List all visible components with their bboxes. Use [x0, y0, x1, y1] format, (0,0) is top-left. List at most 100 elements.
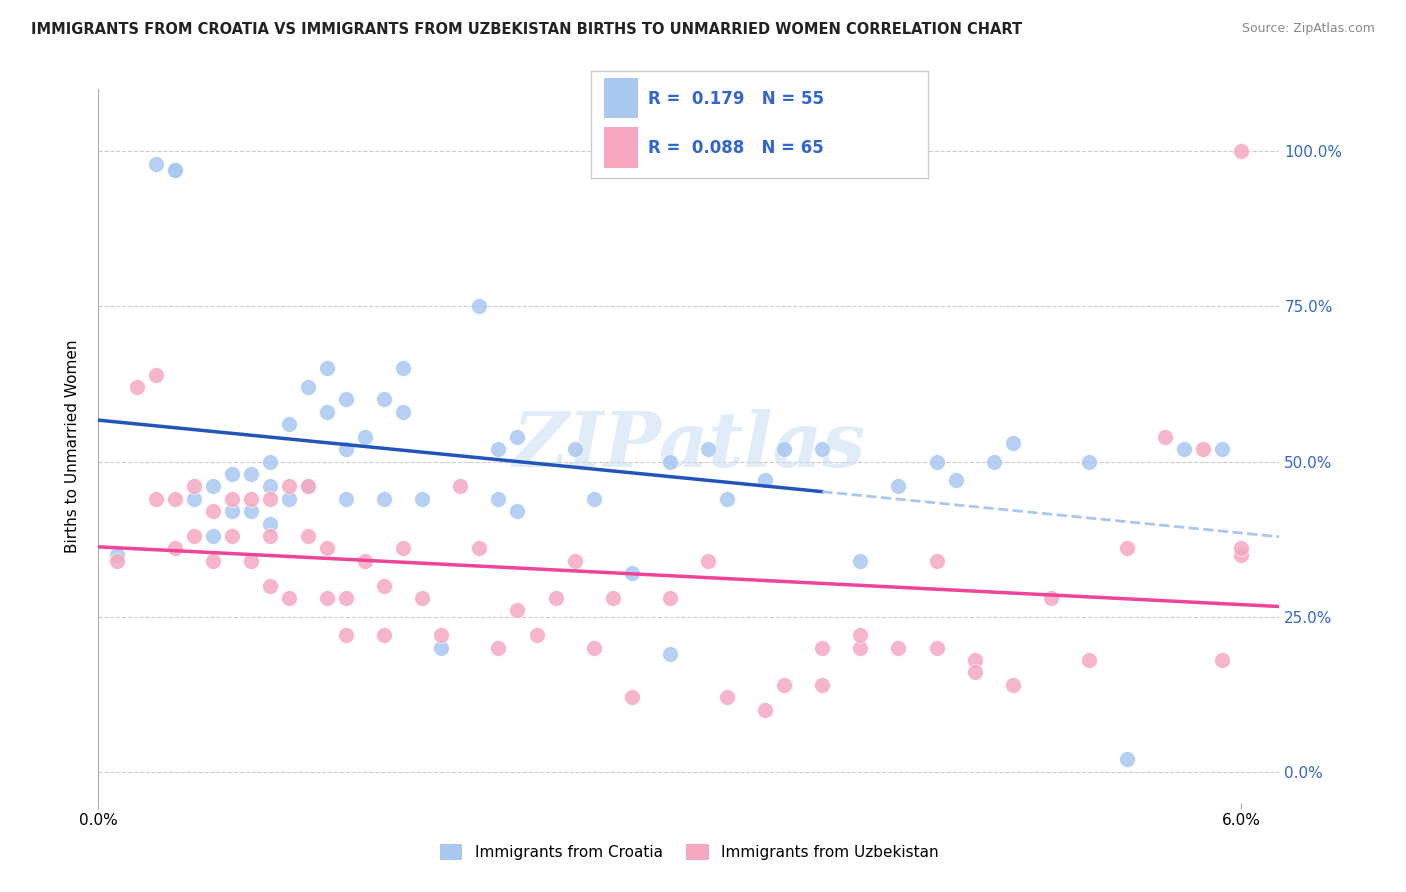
Bar — [605, 78, 638, 119]
Point — [1230, 145, 1253, 159]
Point — [1116, 541, 1139, 556]
Point — [849, 554, 872, 568]
Point — [811, 442, 834, 456]
Y-axis label: Births to Unmarried Women: Births to Unmarried Women — [65, 339, 80, 553]
Point — [1001, 436, 1024, 450]
Point — [259, 529, 281, 543]
Point — [354, 430, 377, 444]
Point — [373, 392, 395, 407]
Text: R =  0.179   N = 55: R = 0.179 N = 55 — [648, 90, 824, 108]
Point — [1192, 442, 1215, 456]
Point — [1230, 548, 1253, 562]
Text: IMMIGRANTS FROM CROATIA VS IMMIGRANTS FROM UZBEKISTAN BIRTHS TO UNMARRIED WOMEN : IMMIGRANTS FROM CROATIA VS IMMIGRANTS FR… — [31, 22, 1022, 37]
Point — [963, 665, 986, 680]
Point — [316, 405, 339, 419]
Point — [963, 653, 986, 667]
Point — [163, 491, 186, 506]
Point — [239, 491, 262, 506]
Point — [221, 529, 243, 543]
Point — [201, 479, 224, 493]
Point — [945, 473, 967, 487]
Point — [259, 454, 281, 468]
Point — [354, 554, 377, 568]
Point — [316, 361, 339, 376]
Point — [506, 603, 529, 617]
Point — [297, 380, 319, 394]
Point — [221, 467, 243, 481]
Point — [582, 640, 605, 655]
Point — [1001, 678, 1024, 692]
Point — [1039, 591, 1062, 605]
Point — [506, 430, 529, 444]
Point — [658, 591, 681, 605]
Point — [392, 361, 415, 376]
Point — [316, 541, 339, 556]
Point — [297, 479, 319, 493]
Point — [1078, 454, 1101, 468]
Point — [239, 554, 262, 568]
Point — [373, 628, 395, 642]
Point — [697, 442, 720, 456]
Point — [849, 640, 872, 655]
Point — [277, 479, 299, 493]
Point — [335, 628, 357, 642]
Point — [183, 529, 205, 543]
Point — [107, 548, 129, 562]
Point — [411, 591, 433, 605]
Point — [773, 678, 796, 692]
Point — [183, 491, 205, 506]
Point — [335, 392, 357, 407]
Point — [754, 473, 776, 487]
Point — [259, 479, 281, 493]
Point — [277, 591, 299, 605]
Point — [335, 591, 357, 605]
Point — [716, 491, 738, 506]
Point — [373, 579, 395, 593]
Point — [221, 491, 243, 506]
Text: R =  0.088   N = 65: R = 0.088 N = 65 — [648, 139, 824, 157]
Point — [620, 690, 643, 705]
Point — [163, 541, 186, 556]
Point — [849, 628, 872, 642]
Point — [373, 491, 395, 506]
Point — [754, 703, 776, 717]
Point — [259, 516, 281, 531]
Point — [145, 491, 167, 506]
Point — [221, 504, 243, 518]
Point — [145, 156, 167, 170]
Point — [983, 454, 1005, 468]
Point — [297, 479, 319, 493]
Point — [259, 579, 281, 593]
Point — [658, 647, 681, 661]
Point — [316, 591, 339, 605]
Point — [564, 554, 586, 568]
Point — [201, 529, 224, 543]
Point — [887, 640, 910, 655]
Point — [411, 491, 433, 506]
Point — [201, 504, 224, 518]
Point — [564, 442, 586, 456]
Point — [239, 504, 262, 518]
Point — [488, 640, 510, 655]
Point — [277, 491, 299, 506]
Point — [145, 368, 167, 382]
Point — [1116, 752, 1139, 766]
Point — [430, 640, 453, 655]
Point — [582, 491, 605, 506]
Point — [335, 442, 357, 456]
Point — [277, 417, 299, 432]
Point — [430, 628, 453, 642]
Point — [1230, 541, 1253, 556]
Point — [811, 640, 834, 655]
Point — [259, 491, 281, 506]
Point — [488, 442, 510, 456]
Point — [163, 162, 186, 177]
Point — [526, 628, 548, 642]
Point — [125, 380, 148, 394]
Point — [201, 554, 224, 568]
Point — [488, 491, 510, 506]
Point — [887, 479, 910, 493]
Point — [297, 529, 319, 543]
Point — [468, 541, 491, 556]
Point — [925, 640, 948, 655]
